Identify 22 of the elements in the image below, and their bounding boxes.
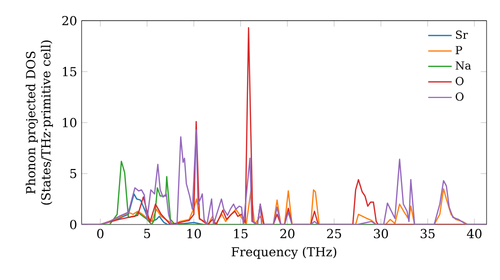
x-tick-label: 30: [374, 228, 388, 238]
legend-label: P: [456, 46, 462, 54]
x-tick-label: 20: [280, 228, 294, 238]
y-tick-label: 10: [62, 118, 76, 128]
legend-label: Sr: [456, 30, 468, 39]
x-tick-label: 0: [97, 228, 104, 238]
x-tick-label: 10: [187, 228, 201, 238]
legend-label: O: [456, 76, 464, 86]
y-tick-label: 15: [62, 66, 76, 76]
x-axis-title: Frequency (THz): [232, 246, 336, 259]
y-tick-label: 5: [70, 168, 76, 178]
x-tick-label: 15: [234, 228, 248, 238]
legend-label: Na: [456, 61, 472, 70]
y-tick-label: 0: [70, 220, 76, 230]
y-axis-title: Phonon projected DOS (States/THz·primitive cell): [26, 40, 53, 205]
x-tick-label: 25: [327, 228, 342, 238]
y-tick-label: 20: [62, 16, 76, 26]
legend-label: O: [456, 92, 464, 101]
x-tick-label: 35: [420, 228, 435, 238]
x-tick-label: 5: [144, 228, 150, 238]
line-series: [82, 128, 487, 224]
x-tick-label: 40: [466, 228, 482, 238]
